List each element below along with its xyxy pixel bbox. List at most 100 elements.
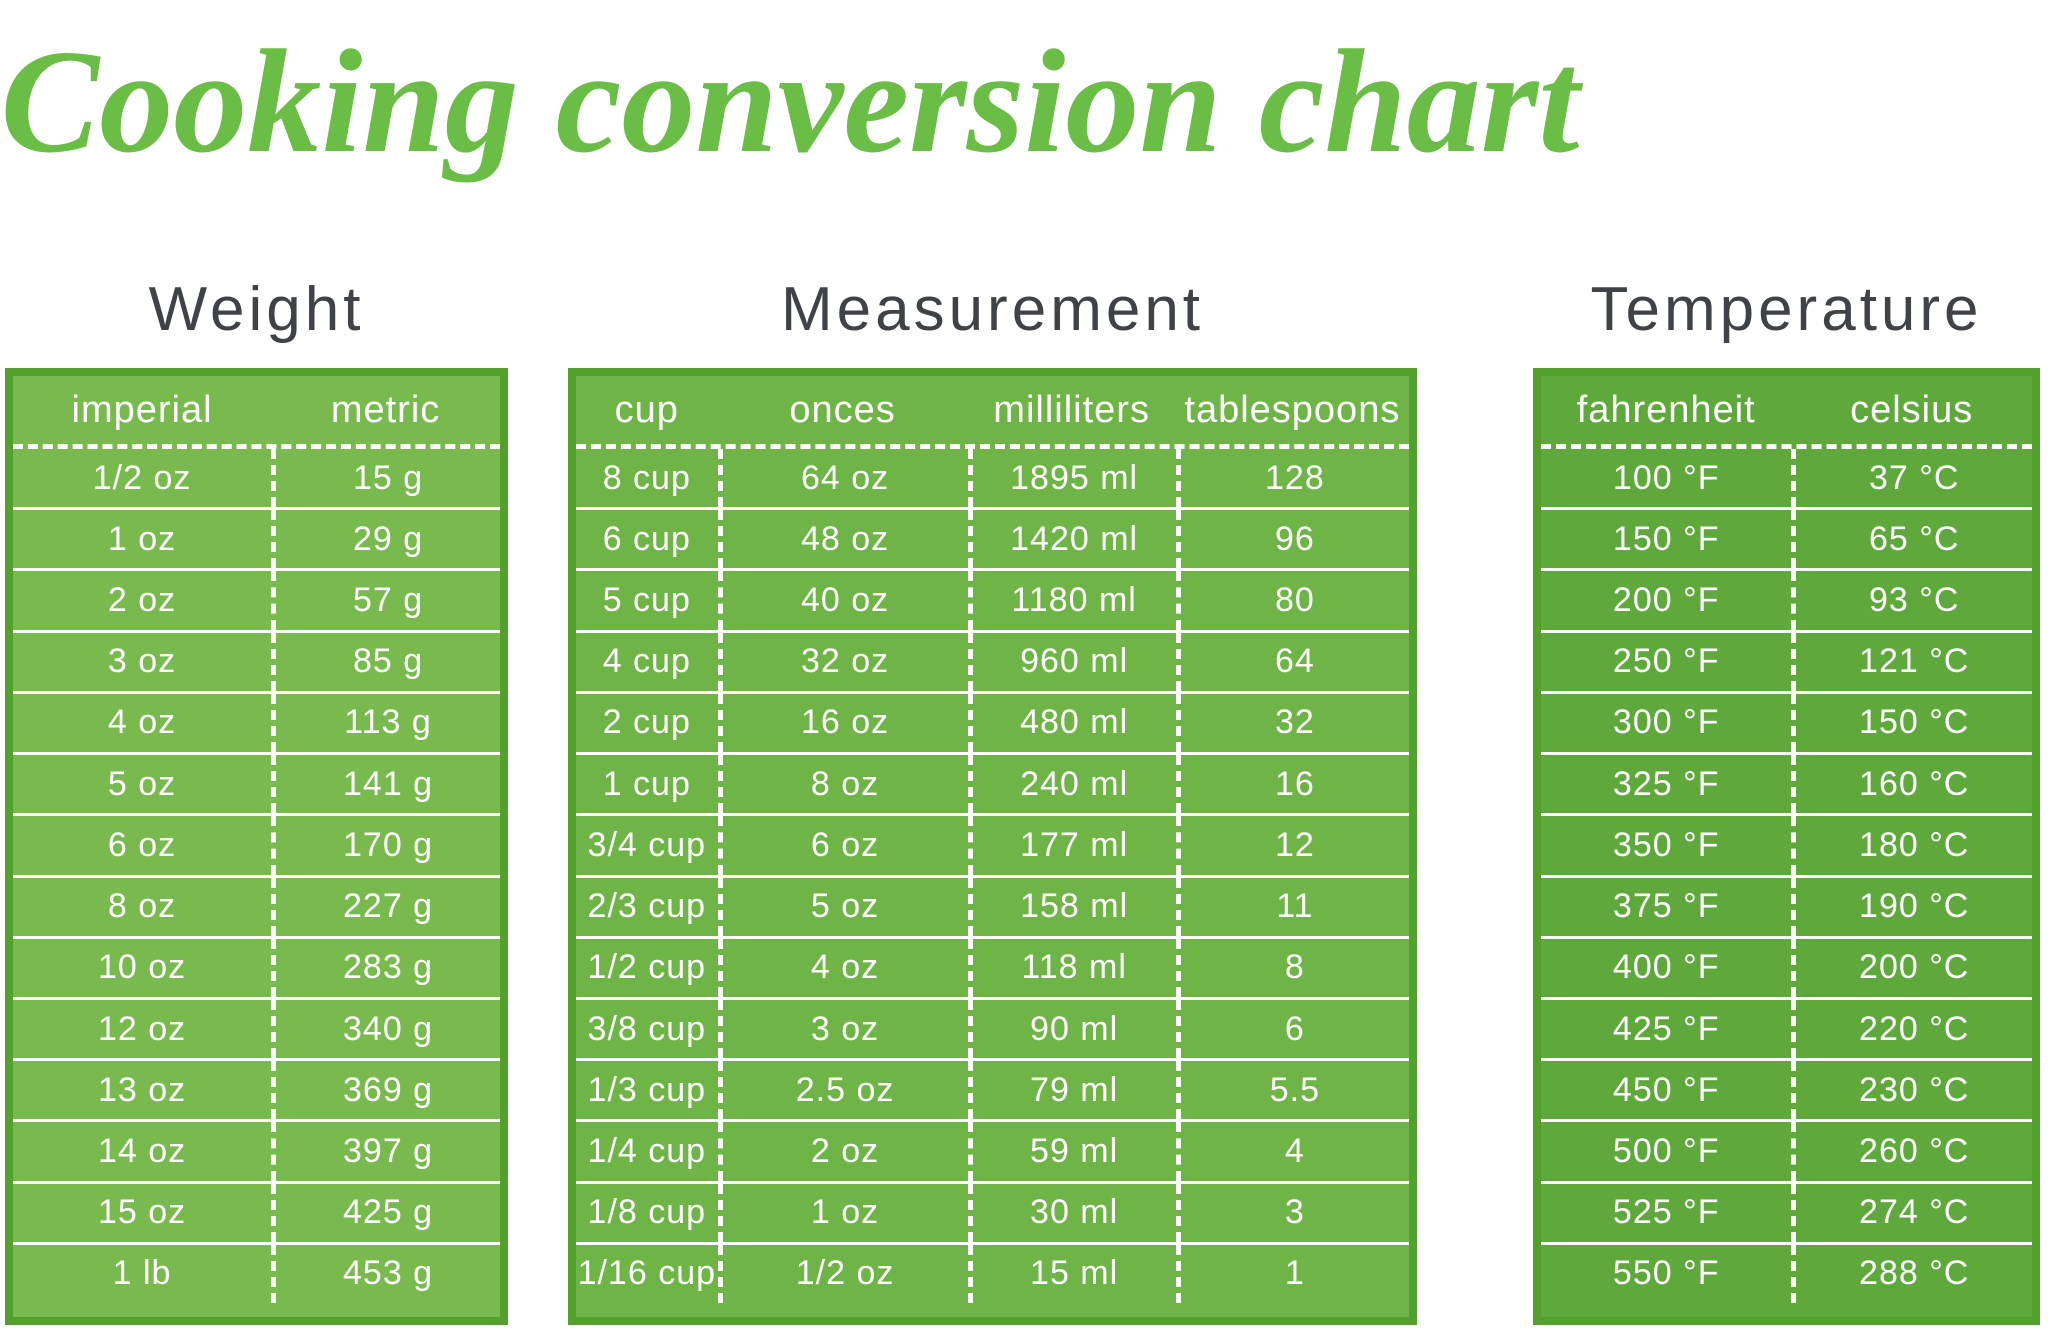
- table-cell: 250 °F: [1612, 642, 1720, 681]
- table-cell: 141 g: [271, 755, 500, 814]
- table-row: 1 oz 29 g: [13, 507, 500, 569]
- table-cell: 65 °C: [1791, 510, 2032, 569]
- table-cell: 288 °C: [1791, 1244, 2032, 1304]
- table-row: 13 oz 369 g: [13, 1058, 500, 1120]
- table-row: 450 °F 230 °C: [1541, 1058, 2032, 1120]
- table-cell: 2/3 cup: [587, 887, 707, 926]
- table-cell: 30 ml: [967, 1183, 1176, 1242]
- temperature-heading: Temperature: [1590, 274, 1983, 344]
- table-cell: 5 cup: [602, 581, 691, 620]
- table-cell: 960 ml: [967, 632, 1176, 691]
- table-cell: 230 °C: [1791, 1061, 2032, 1120]
- table-cell: 80: [1175, 571, 1409, 630]
- table-row: 3/8 cup 3 oz 90 ml 6: [576, 996, 1409, 1059]
- table-cell: 14 oz: [97, 1132, 187, 1171]
- table-header-row: fahrenheit celsius: [1541, 376, 2032, 449]
- table-cell: 5.5: [1175, 1061, 1409, 1120]
- table-cell: 1 oz: [717, 1183, 968, 1242]
- table-cell: 170 g: [271, 816, 500, 875]
- column-header: metric: [330, 388, 441, 431]
- measurement-table: cup onces milliliters tablespoons 8 cup 64 oz…: [568, 368, 1417, 1325]
- weight-heading: Weight: [148, 274, 365, 344]
- table-cell: 500 °F: [1612, 1132, 1720, 1171]
- table-cell: 6: [1175, 999, 1409, 1059]
- table-cell: 2 oz: [107, 581, 177, 620]
- column-header: tablespoons: [1184, 388, 1401, 431]
- table-cell: 57 g: [271, 571, 500, 630]
- table-row: 4 oz 113 g: [13, 690, 500, 753]
- column-header: cup: [614, 388, 679, 431]
- table-cell: 1/8 cup: [587, 1193, 707, 1232]
- table-cell: 158 ml: [967, 877, 1176, 936]
- table-cell: 350 °F: [1612, 825, 1720, 864]
- table-row: 2 cup 16 oz 480 ml 32: [576, 690, 1409, 753]
- table-cell: 375 °F: [1612, 887, 1720, 926]
- table-cell: 425 °F: [1612, 1009, 1720, 1048]
- weight-table: imperial metric 1/2 oz 15 g 1 oz 29 g 2 oz 57 g…: [5, 368, 508, 1325]
- table-cell: 10 oz: [97, 948, 187, 987]
- table-cell: 200 °F: [1612, 581, 1720, 620]
- table-cell: 1/2 oz: [92, 458, 192, 497]
- table-cell: 40 oz: [717, 571, 968, 630]
- table-row: 10 oz 283 g: [13, 935, 500, 997]
- table-cell: 16 oz: [717, 693, 968, 753]
- table-cell: 96: [1175, 510, 1409, 569]
- column-header: imperial: [71, 388, 213, 431]
- table-row: 525 °F 274 °C: [1541, 1180, 2032, 1242]
- table-cell: 397 g: [271, 1122, 500, 1181]
- table-cell: 8 cup: [602, 458, 691, 497]
- table-cell: 3/4 cup: [587, 825, 707, 864]
- table-row: 3 oz 85 g: [13, 629, 500, 691]
- table-row: 100 °F 37 °C: [1541, 449, 2032, 508]
- table-cell: 5 oz: [107, 764, 177, 803]
- table-cell: 453 g: [271, 1244, 500, 1304]
- table-cell: 274 °C: [1791, 1183, 2032, 1242]
- table-cell: 11: [1175, 877, 1409, 936]
- table-row: 15 oz 425 g: [13, 1180, 500, 1242]
- table-cell: 1420 ml: [967, 510, 1176, 569]
- table-body: 100 °F 37 °C 150 °F 65 °C 200 °F 93 °C 250 °F 1…: [1541, 449, 2032, 1304]
- table-cell: 13 oz: [97, 1070, 187, 1109]
- table-row: 2 oz 57 g: [13, 568, 500, 630]
- table-cell: 128: [1175, 449, 1409, 508]
- table-cell: 1 cup: [602, 764, 691, 803]
- table-row: 350 °F 180 °C: [1541, 813, 2032, 875]
- column-header: celsius: [1850, 388, 1974, 431]
- table-row: 4 cup 32 oz 960 ml 64: [576, 629, 1409, 691]
- table-cell: 300 °F: [1612, 703, 1720, 742]
- table-cell: 240 ml: [967, 755, 1176, 814]
- table-row: 5 cup 40 oz 1180 ml 80: [576, 568, 1409, 630]
- table-row: 150 °F 65 °C: [1541, 507, 2032, 569]
- table-header-row: imperial metric: [13, 376, 500, 449]
- table-cell: 118 ml: [967, 938, 1176, 997]
- table-cell: 160 °C: [1791, 755, 2032, 814]
- table-cell: 2 cup: [602, 703, 691, 742]
- table-row: 1 cup 8 oz 240 ml 16: [576, 752, 1409, 814]
- table-row: 1/2 oz 15 g: [13, 449, 500, 508]
- column-header: fahrenheit: [1576, 388, 1756, 431]
- table-cell: 4: [1175, 1122, 1409, 1181]
- table-cell: 3 oz: [717, 999, 968, 1059]
- table-row: 14 oz 397 g: [13, 1119, 500, 1181]
- table-cell: 32 oz: [717, 632, 968, 691]
- table-row: 400 °F 200 °C: [1541, 935, 2032, 997]
- table-cell: 12 oz: [97, 1009, 187, 1048]
- table-row: 425 °F 220 °C: [1541, 996, 2032, 1059]
- table-row: 550 °F 288 °C: [1541, 1241, 2032, 1304]
- table-cell: 1/2 cup: [587, 948, 707, 987]
- table-cell: 425 g: [271, 1183, 500, 1242]
- table-row: 6 cup 48 oz 1420 ml 96: [576, 507, 1409, 569]
- table-cell: 1/3 cup: [587, 1070, 707, 1109]
- table-body: 8 cup 64 oz 1895 ml 128 6 cup 48 oz 1420 ml 96 5…: [576, 449, 1409, 1304]
- table-cell: 15 ml: [967, 1244, 1176, 1304]
- table-row: 325 °F 160 °C: [1541, 752, 2032, 814]
- table-cell: 12: [1175, 816, 1409, 875]
- table-row: 1/8 cup 1 oz 30 ml 3: [576, 1180, 1409, 1242]
- table-cell: 64 oz: [717, 449, 968, 508]
- table-cell: 200 °C: [1791, 938, 2032, 997]
- table-cell: 29 g: [271, 510, 500, 569]
- table-cell: 64: [1175, 632, 1409, 691]
- table-row: 1 lb 453 g: [13, 1241, 500, 1304]
- table-row: 5 oz 141 g: [13, 752, 500, 814]
